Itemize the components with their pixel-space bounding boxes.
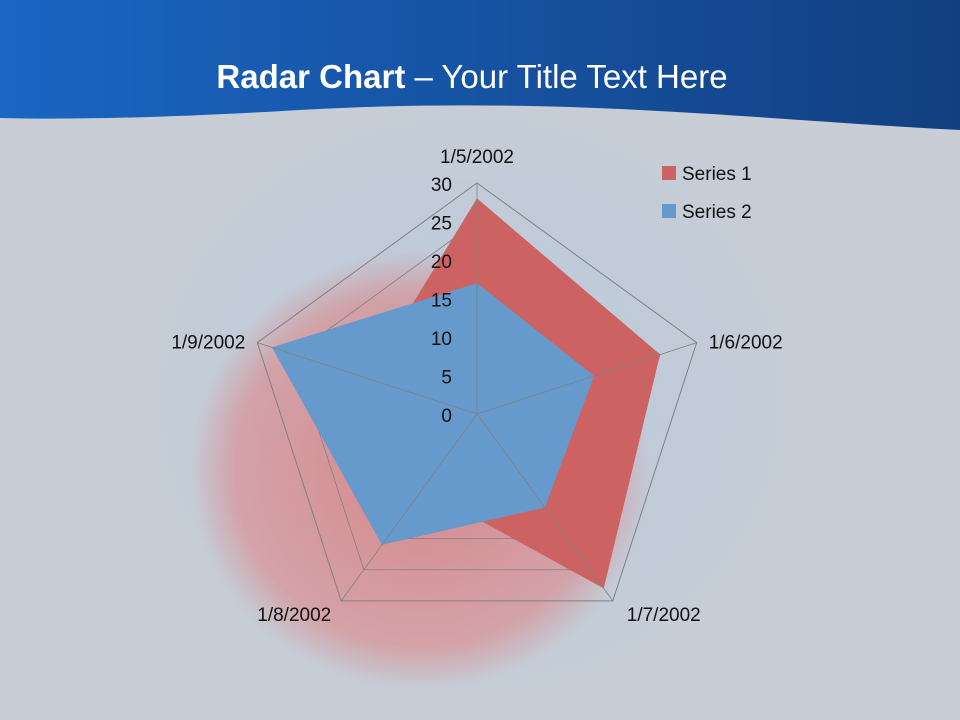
axis-line [340,413,478,602]
category-label: 1/5/2002 [440,147,514,168]
tick-label: 15 [431,291,452,312]
slide-title: Radar Chart – Your Title Text Here [216,58,728,95]
tick-label: 25 [431,214,452,235]
tick-label: 20 [431,252,452,273]
header-wave [0,0,960,130]
category-label: 1/6/2002 [709,333,783,354]
gridline [256,182,698,602]
series-2-area [271,283,595,545]
axis-line [476,413,614,602]
axis-line [257,342,478,415]
legend-label: Series 2 [682,202,752,223]
tick-label: 5 [441,368,452,389]
tick-label: 10 [431,329,452,350]
axis-line [476,342,697,415]
tick-label: 30 [431,175,452,196]
category-label: 1/8/2002 [257,605,331,626]
legend-swatch [662,204,676,218]
category-label: 1/9/2002 [171,333,245,354]
legend-swatch [662,166,676,180]
category-label: 1/7/2002 [627,605,701,626]
tick-label: 0 [441,406,452,427]
legend-label: Series 1 [682,164,752,185]
